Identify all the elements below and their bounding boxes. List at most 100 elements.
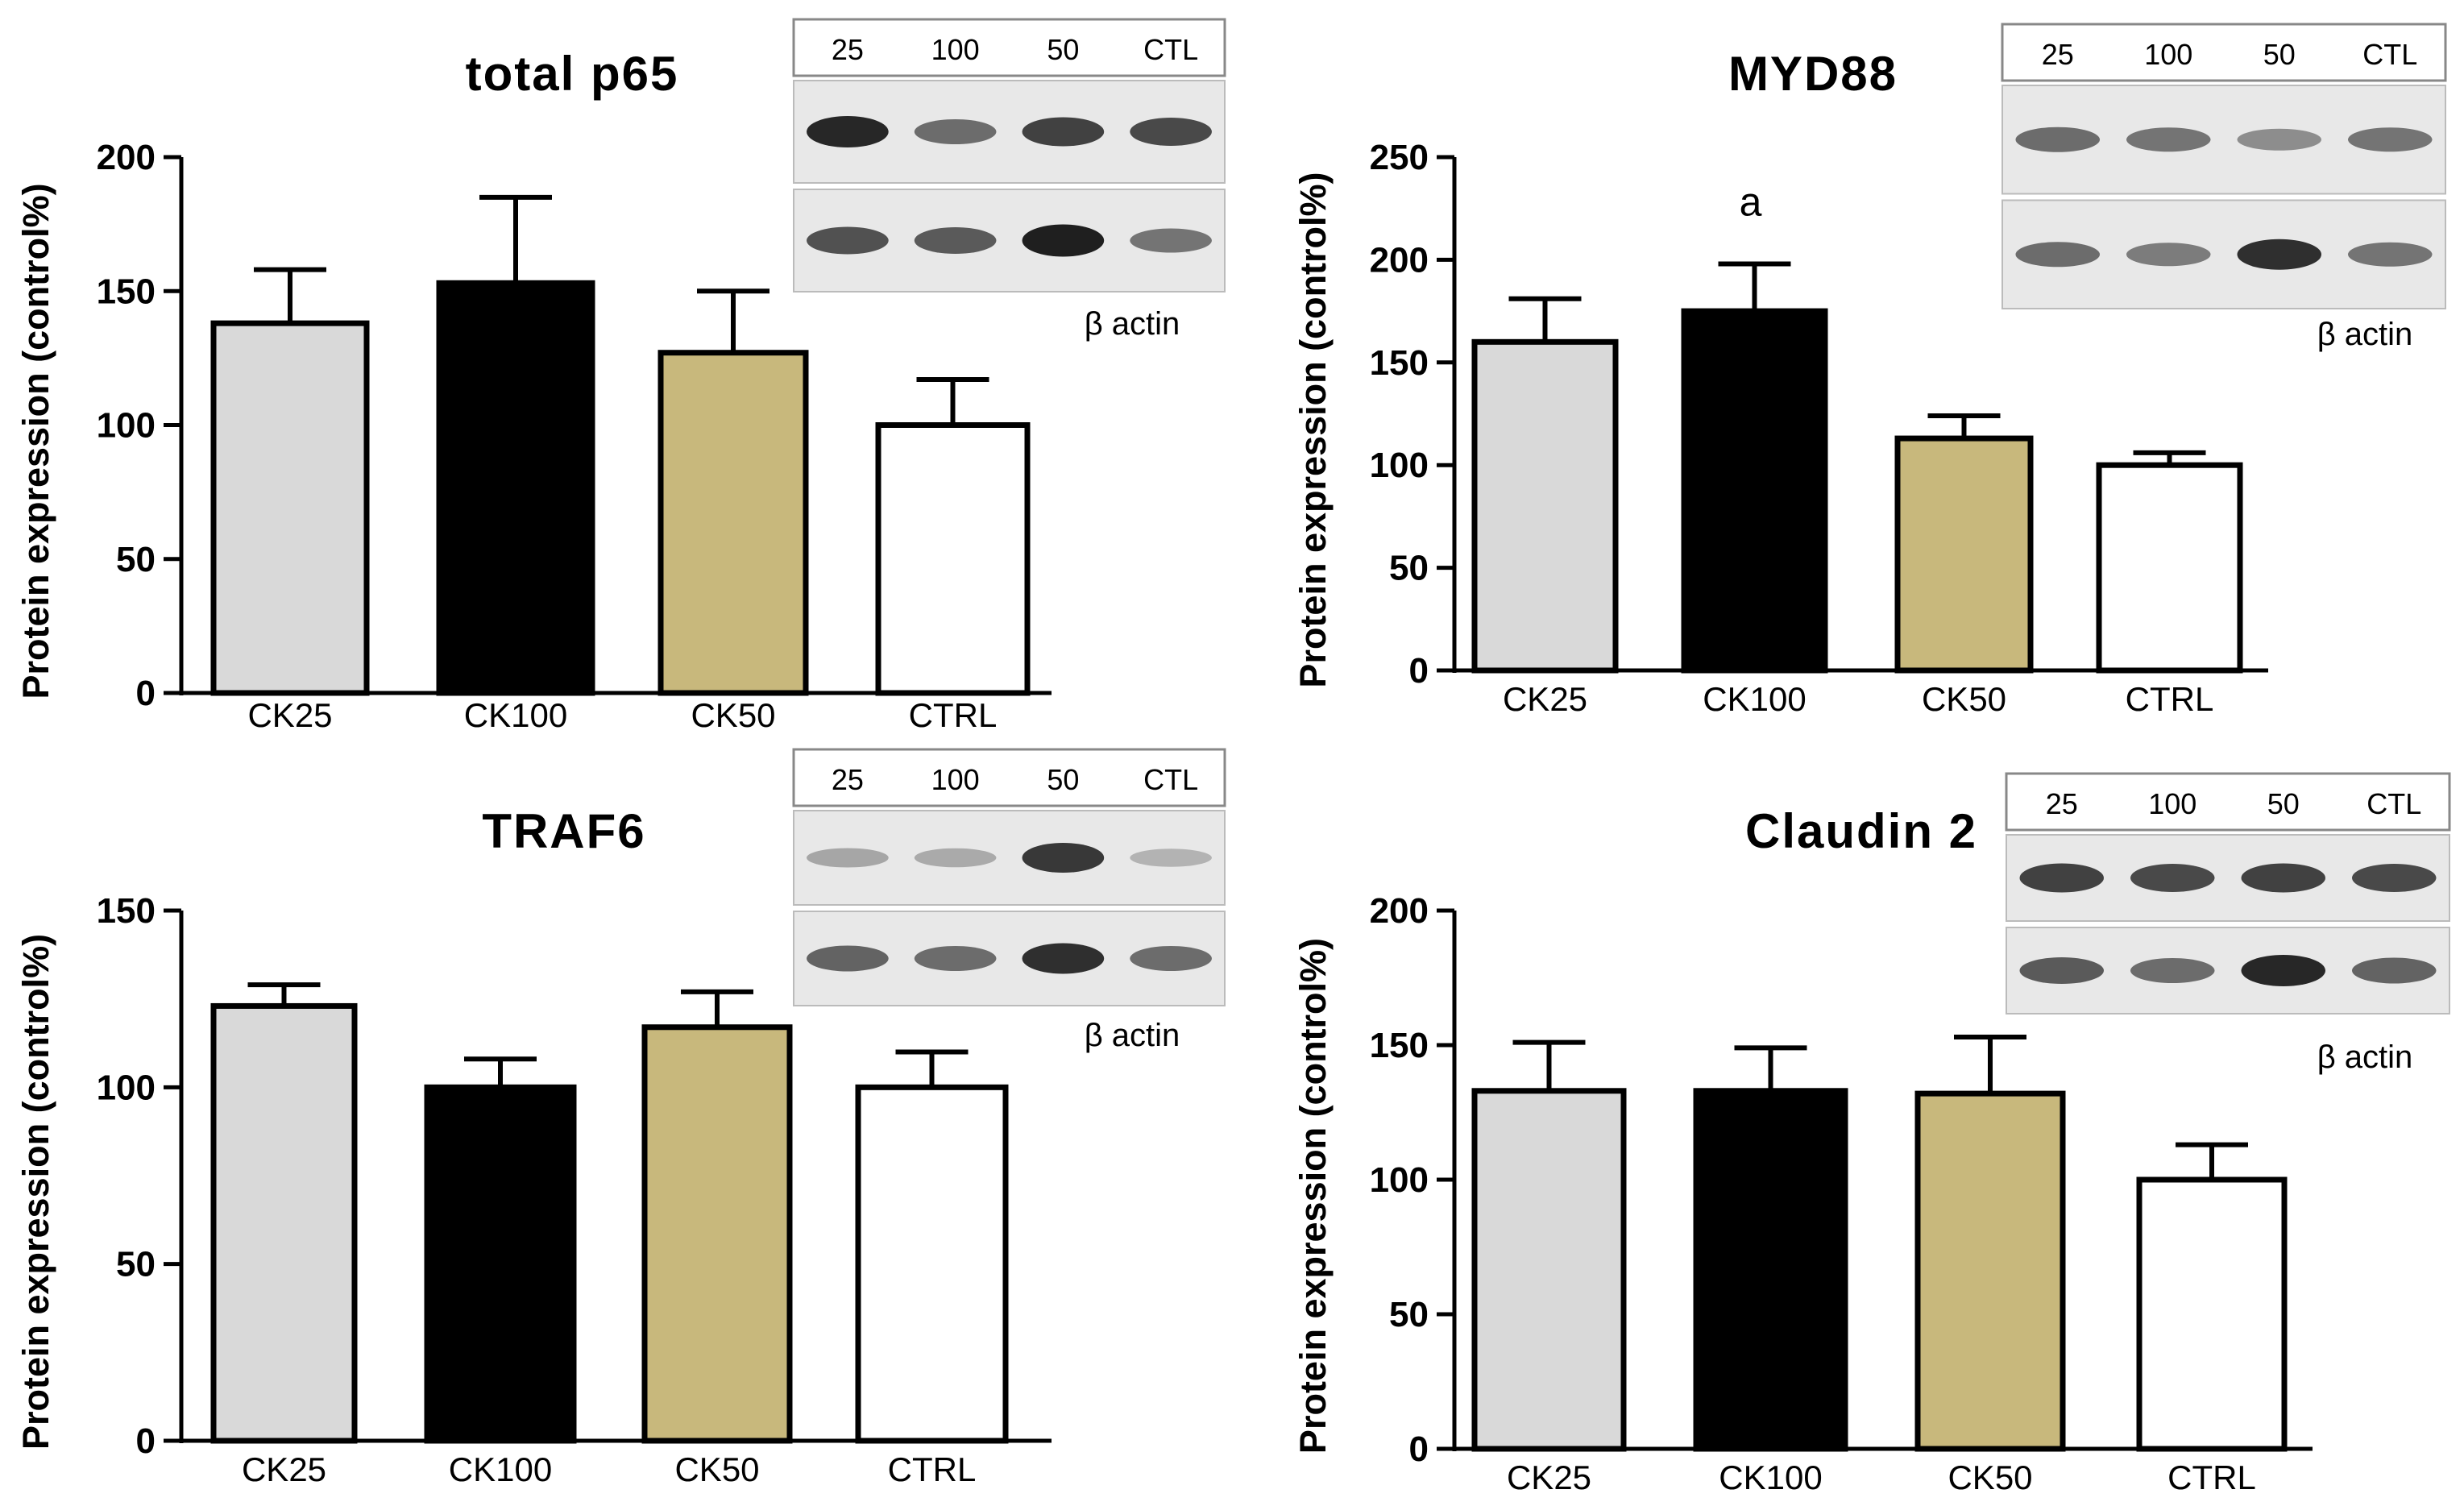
- x-tick-label: CK50: [1948, 1458, 2032, 1496]
- western-blot-inset: 25 100 50 CTL β actin: [2001, 23, 2447, 352]
- y-tick-label: 200: [1370, 240, 1429, 280]
- blot-lane-label: 25: [832, 763, 864, 796]
- bar-ck100: [436, 280, 595, 696]
- blot-band: [2348, 242, 2433, 267]
- blot-lane-label: 25: [2042, 38, 2074, 71]
- blot-band: [1130, 849, 1212, 867]
- bar-ck100: [424, 1084, 577, 1444]
- bar-ctrl: [2096, 462, 2243, 674]
- blot-band: [1022, 943, 1105, 974]
- chart-title: TRAF6: [482, 804, 645, 858]
- x-tick-label: CK25: [242, 1450, 326, 1488]
- bar-ck50: [1914, 1090, 2066, 1452]
- x-tick-label: CK50: [691, 696, 775, 734]
- y-tick-label: 50: [116, 540, 156, 579]
- blot-band: [2019, 863, 2104, 893]
- blot-actin-label: β actin: [2317, 317, 2413, 352]
- blot-target-strip: [793, 810, 1226, 906]
- y-axis-label: Protein expression (control%): [15, 183, 56, 699]
- blot-band: [2237, 239, 2321, 270]
- blot-band: [2126, 243, 2211, 267]
- blot-lane-label: 50: [1047, 33, 1079, 66]
- blot-band: [914, 848, 997, 868]
- x-tick-label: CK25: [1503, 680, 1587, 718]
- blot-lane-label: 25: [832, 33, 864, 66]
- blot-band: [2019, 957, 2104, 984]
- blot-lane-label: CTL: [2362, 38, 2417, 71]
- blot-band: [2130, 958, 2215, 983]
- blot-band: [2352, 957, 2437, 984]
- y-tick-label: 50: [1389, 549, 1429, 588]
- x-tick-label: CTRL: [909, 696, 998, 734]
- blot-actin-label: β actin: [1085, 1018, 1180, 1053]
- bar-ck25: [1471, 1088, 1627, 1452]
- blot-lane-label: 100: [2148, 787, 2196, 820]
- x-tick-label: CTRL: [2167, 1458, 2256, 1496]
- y-tick-label: 150: [1370, 1026, 1429, 1065]
- blot-band: [807, 226, 889, 255]
- chart-panel-claudin-2: Claudin 2 Protein expression (control%) 0 5…: [1292, 772, 2451, 1496]
- blot-band: [2015, 127, 2100, 152]
- bar-ctrl: [855, 1084, 1009, 1444]
- x-tick-label: CK100: [449, 1450, 552, 1488]
- bar-ctrl: [2136, 1176, 2288, 1452]
- x-tick-label: CK50: [1922, 680, 2006, 718]
- blot-band: [807, 116, 889, 147]
- y-tick-label: 0: [136, 674, 156, 713]
- bar-ck50: [657, 350, 809, 696]
- y-tick-label: 50: [116, 1245, 156, 1284]
- blot-lane-label: 50: [2263, 38, 2296, 71]
- chart-panel-traf6: TRAF6 Protein expression (control%) 0 50 100…: [15, 748, 1226, 1488]
- blot-band: [2241, 863, 2325, 893]
- blot-lane-header: [792, 18, 1226, 77]
- y-tick-label: 150: [97, 891, 156, 931]
- blot-band: [914, 946, 997, 971]
- y-tick-label: 100: [1370, 446, 1429, 485]
- bar-ctrl: [875, 422, 1031, 696]
- blot-band: [2241, 955, 2325, 986]
- y-tick-label: 0: [1409, 651, 1429, 691]
- chart-title: Claudin 2: [1745, 804, 1977, 858]
- y-tick-label: 0: [136, 1421, 156, 1461]
- x-tick-label: CTRL: [888, 1450, 977, 1488]
- blot-band: [1130, 228, 1212, 253]
- western-blot-inset: 25 100 50 CTL β actin: [2005, 772, 2451, 1075]
- blot-lane-header: [2005, 772, 2451, 832]
- blot-actin-label: β actin: [1085, 306, 1180, 342]
- blot-band: [1022, 843, 1105, 873]
- y-tick-label: 200: [1370, 891, 1429, 931]
- blot-lane-label: 50: [1047, 763, 1079, 796]
- bar-ck25: [210, 1002, 358, 1444]
- x-tick-label: CK100: [1719, 1458, 1822, 1496]
- blot-band: [2348, 127, 2433, 152]
- blot-lane-header: [2001, 23, 2447, 82]
- blot-band: [914, 227, 997, 254]
- blot-band: [1130, 118, 1212, 146]
- significance-annotation: a: [1740, 179, 1762, 224]
- y-tick-label: 250: [1370, 138, 1429, 177]
- blot-band: [2130, 864, 2215, 892]
- bar-ck25: [210, 320, 370, 696]
- y-tick-label: 200: [97, 138, 156, 177]
- bar-ck100: [1681, 308, 1828, 674]
- blot-lane-label: 100: [2144, 38, 2192, 71]
- chart-panel-myd88: MYD88 Protein expression (control%) 0 50 100…: [1292, 23, 2447, 718]
- bar-ck25: [1471, 338, 1619, 674]
- y-axis-label: Protein expression (control%): [1292, 938, 1334, 1454]
- blot-band: [1130, 946, 1212, 971]
- chart-panel-total-p65: total p65 Protein expression (control%) 0 5…: [15, 18, 1226, 734]
- blot-band: [1022, 224, 1105, 257]
- blot-lane-label: 25: [2046, 787, 2078, 820]
- blot-actin-label: β actin: [2317, 1039, 2413, 1075]
- bar-ck50: [1894, 435, 2034, 674]
- y-tick-label: 100: [97, 1068, 156, 1107]
- blot-lane-label: 50: [2267, 787, 2300, 820]
- x-tick-label: CK100: [464, 696, 567, 734]
- y-tick-label: 0: [1409, 1429, 1429, 1469]
- blot-band: [2352, 864, 2437, 892]
- y-tick-label: 150: [1370, 343, 1429, 383]
- x-tick-label: CTRL: [2126, 680, 2214, 718]
- y-axis-label: Protein expression (control%): [15, 934, 56, 1450]
- blot-band: [807, 848, 889, 868]
